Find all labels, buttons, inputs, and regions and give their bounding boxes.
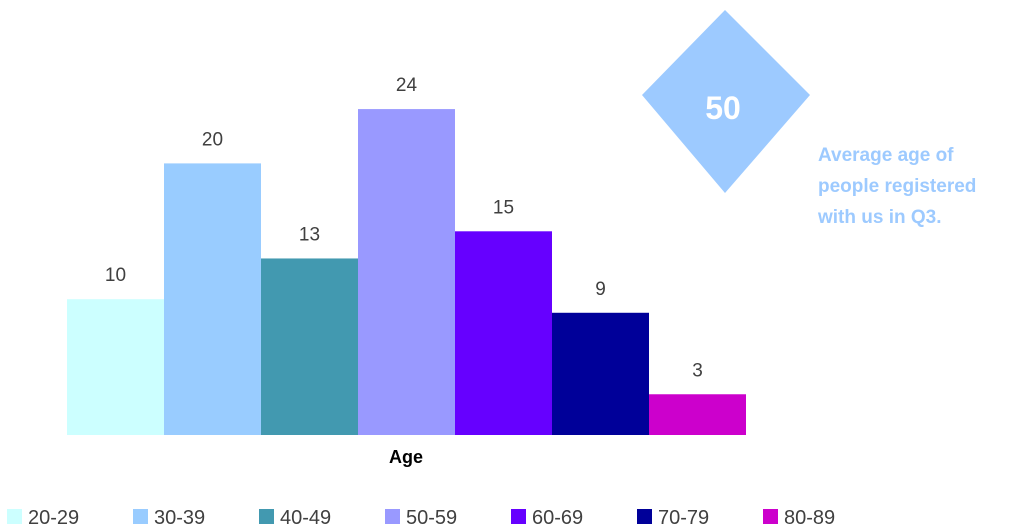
data-label-70-79: 9 — [595, 279, 606, 300]
bar-30-39 — [164, 163, 261, 435]
legend-item-80-89: 80-89 — [763, 507, 835, 529]
legend-swatch — [763, 509, 778, 524]
legend-label: 60-69 — [532, 507, 583, 529]
bar-60-69 — [455, 231, 552, 435]
caption-line-3: with us in Q3. — [818, 207, 942, 228]
legend-label: 20-29 — [28, 507, 79, 529]
bars-layer — [67, 109, 746, 435]
bar-20-29 — [67, 299, 164, 435]
bar-50-59 — [358, 109, 455, 435]
data-label-80-89: 3 — [692, 360, 703, 381]
x-axis-title: Age — [389, 447, 423, 467]
average-age-caption: Average age of people registered with us… — [818, 140, 1023, 233]
legend-item-40-49: 40-49 — [259, 507, 331, 529]
average-age-value: 50 — [705, 90, 741, 126]
legend-swatch — [385, 509, 400, 524]
legend-swatch — [511, 509, 526, 524]
data-label-20-29: 10 — [105, 265, 126, 286]
data-labels-layer: 10 20 13 24 15 9 3 — [105, 75, 703, 381]
bar-80-89 — [649, 394, 746, 435]
legend-item-70-79: 70-79 — [637, 507, 709, 529]
legend-label: 50-59 — [406, 507, 457, 529]
highlight-diamond — [642, 10, 810, 193]
data-label-30-39: 20 — [202, 129, 223, 150]
legend-swatch — [259, 509, 274, 524]
legend: 20-29 30-39 40-49 50-59 60-69 70-79 80-89 — [7, 507, 835, 529]
caption-line-2: people registered — [818, 176, 977, 197]
legend-label: 40-49 — [280, 507, 331, 529]
legend-item-20-29: 20-29 — [7, 507, 79, 529]
data-label-50-59: 24 — [396, 75, 418, 96]
caption-line-1: Average age of — [818, 145, 954, 166]
bar-70-79 — [552, 312, 649, 435]
legend-item-60-69: 60-69 — [511, 507, 583, 529]
legend-label: 80-89 — [784, 507, 835, 529]
legend-swatch — [133, 509, 148, 524]
data-label-40-49: 13 — [299, 224, 320, 245]
legend-label: 30-39 — [154, 507, 205, 529]
legend-item-50-59: 50-59 — [385, 507, 457, 529]
legend-item-30-39: 30-39 — [133, 507, 205, 529]
data-label-60-69: 15 — [493, 197, 514, 218]
legend-swatch — [637, 509, 652, 524]
legend-swatch — [7, 509, 22, 524]
legend-label: 70-79 — [658, 507, 709, 529]
bar-40-49 — [261, 258, 358, 435]
